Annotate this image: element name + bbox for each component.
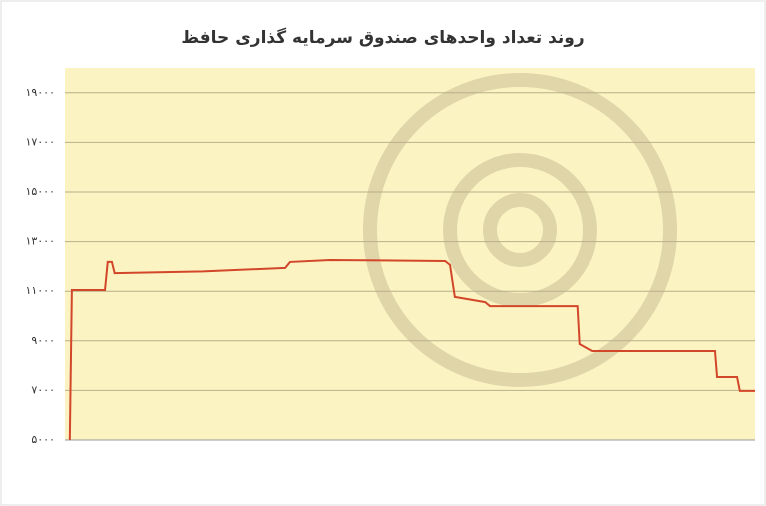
y-tick-label: ۱۷۰۰۰ bbox=[25, 135, 55, 148]
y-tick-label: ۱۹۰۰۰ bbox=[25, 86, 55, 99]
y-tick-label: ۵۰۰۰ bbox=[31, 433, 55, 446]
plot-area bbox=[65, 68, 755, 440]
data-line bbox=[68, 258, 755, 441]
chart-title: روند تعداد واحدهای صندوق سرمایه گذاری حا… bbox=[181, 27, 584, 48]
y-tick-label: ۹۰۰۰ bbox=[31, 334, 55, 347]
y-tick-label: ۱۳۰۰۰ bbox=[25, 235, 55, 248]
y-tick-label: ۱۱۰۰۰ bbox=[25, 284, 55, 297]
y-tick-label: ۷۰۰۰ bbox=[31, 383, 55, 396]
watermark bbox=[363, 73, 677, 387]
y-tick-label: ۱۵۰۰۰ bbox=[25, 185, 55, 198]
